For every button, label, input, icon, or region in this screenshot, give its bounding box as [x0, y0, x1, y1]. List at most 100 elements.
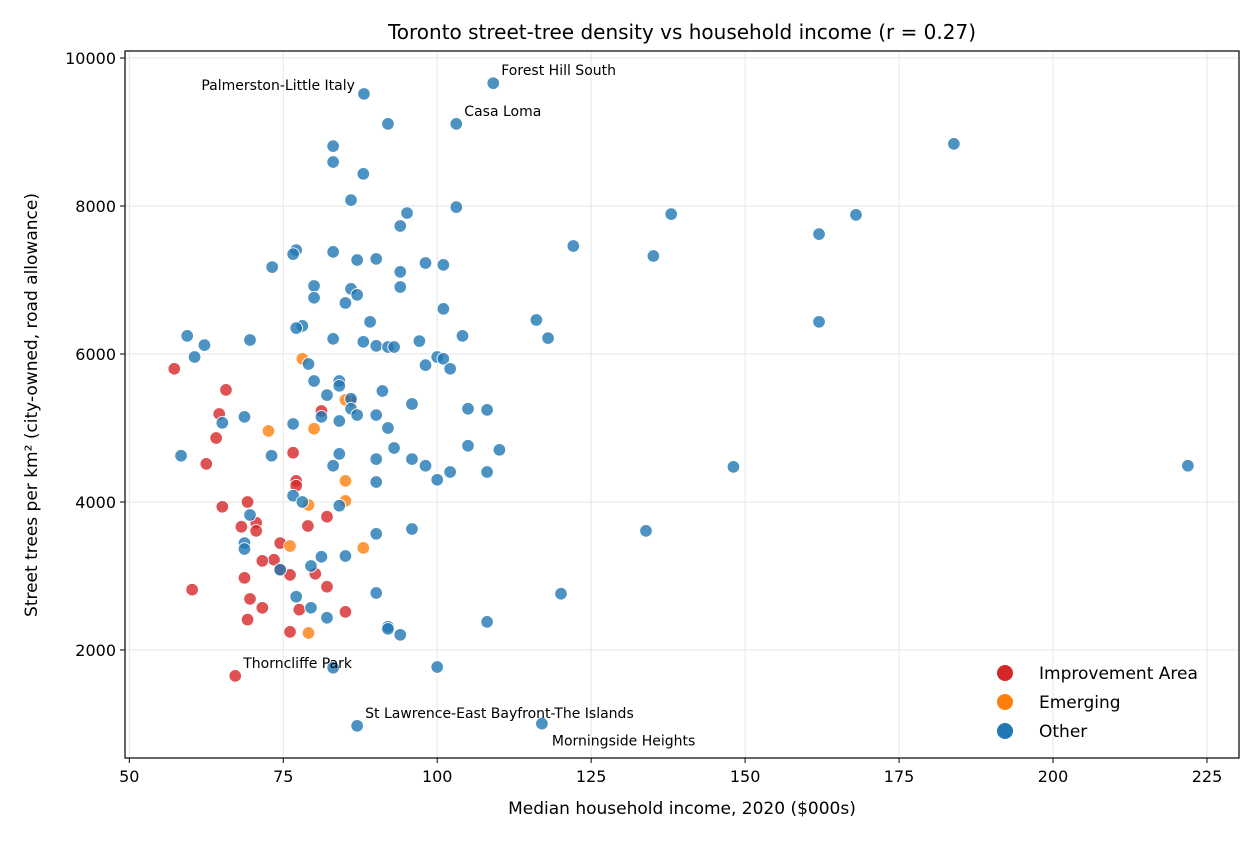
data-point — [243, 592, 257, 606]
data-point — [535, 716, 549, 731]
data-point — [400, 206, 414, 220]
data-point — [249, 524, 263, 538]
data-point — [356, 335, 371, 349]
legend-marker — [997, 665, 1013, 681]
data-point — [338, 296, 353, 310]
legend: Improvement Area Emerging Other — [997, 664, 1198, 742]
data-point — [393, 219, 408, 233]
data-point — [430, 473, 444, 487]
data-point — [350, 408, 364, 422]
data-point — [486, 76, 501, 90]
data-point — [215, 416, 230, 430]
data-point — [326, 458, 340, 473]
data-point — [283, 625, 297, 639]
data-point — [286, 417, 300, 431]
data-point — [307, 374, 321, 388]
data-point — [237, 571, 252, 585]
data-point — [412, 334, 427, 348]
data-point — [461, 439, 475, 453]
data-point — [369, 408, 384, 422]
data-point — [381, 622, 395, 636]
data-point — [356, 541, 371, 555]
data-point — [237, 410, 252, 424]
data-point — [314, 410, 329, 424]
data-point — [436, 302, 451, 316]
data-point — [180, 329, 194, 343]
plot-frame — [124, 50, 1240, 759]
data-point — [320, 611, 334, 625]
data-point — [393, 280, 408, 294]
data-point — [307, 421, 321, 436]
data-point — [265, 260, 279, 274]
legend-label: Other — [1039, 722, 1087, 742]
x-axis: 50 75 100 125 150 175 200 225 — [119, 758, 1222, 786]
data-point — [393, 628, 408, 642]
data-point — [234, 520, 249, 534]
point-annotation: Thorncliffe Park — [242, 656, 353, 672]
data-point — [332, 447, 347, 461]
data-point — [639, 524, 653, 538]
data-point — [338, 474, 353, 488]
data-point — [199, 457, 214, 471]
annotations-layer: Palmerston-Little Italy Forest Hill South… — [201, 63, 695, 749]
legend-entry: Emerging — [997, 693, 1121, 713]
data-point — [314, 549, 329, 564]
data-point — [363, 315, 377, 329]
data-point — [283, 539, 297, 553]
x-tick-label: 100 — [422, 767, 453, 786]
data-point — [292, 602, 307, 617]
data-point — [228, 669, 242, 683]
data-point — [219, 383, 233, 397]
data-point — [405, 522, 419, 536]
x-tick-label: 50 — [119, 767, 139, 786]
point-annotation: St Lawrence-East Bayfront-The Islands — [365, 706, 634, 722]
data-point — [240, 495, 255, 509]
data-point — [237, 542, 252, 556]
data-point — [381, 421, 395, 435]
data-point — [187, 350, 202, 364]
data-point — [443, 362, 457, 376]
y-tick-label: 10000 — [65, 49, 116, 68]
x-tick-label: 150 — [730, 767, 761, 786]
data-point — [174, 448, 188, 463]
data-point — [289, 321, 303, 335]
data-point — [255, 601, 270, 615]
data-point — [197, 338, 212, 352]
point-annotation: Casa Loma — [464, 104, 541, 120]
points-layer — [167, 76, 1195, 733]
data-point — [849, 208, 863, 222]
legend-label: Improvement Area — [1039, 664, 1198, 684]
data-point — [646, 249, 661, 263]
data-point — [286, 488, 300, 503]
data-point — [480, 615, 494, 629]
data-point — [215, 500, 230, 514]
y-tick-label: 4000 — [75, 493, 116, 512]
data-point — [264, 448, 279, 463]
data-point — [301, 519, 315, 533]
data-point — [480, 465, 494, 479]
x-tick-label: 225 — [1192, 767, 1223, 786]
data-point — [812, 315, 826, 329]
data-point — [726, 460, 741, 474]
legend-entry: Improvement Area — [997, 664, 1198, 684]
data-point — [301, 626, 316, 640]
data-point — [273, 562, 287, 577]
data-point — [369, 339, 384, 353]
data-point — [369, 586, 384, 600]
y-tick-label: 2000 — [75, 641, 116, 660]
data-point — [167, 362, 182, 376]
data-point — [418, 256, 433, 270]
data-point — [332, 414, 347, 428]
grid — [125, 51, 1239, 758]
data-point — [381, 117, 395, 131]
data-point — [554, 586, 568, 601]
data-point — [307, 279, 321, 293]
legend-label: Emerging — [1039, 693, 1121, 713]
data-point — [455, 329, 470, 343]
legend-entry: Other — [997, 722, 1087, 742]
data-point — [387, 340, 401, 354]
data-point — [320, 510, 334, 524]
data-point — [393, 265, 408, 279]
